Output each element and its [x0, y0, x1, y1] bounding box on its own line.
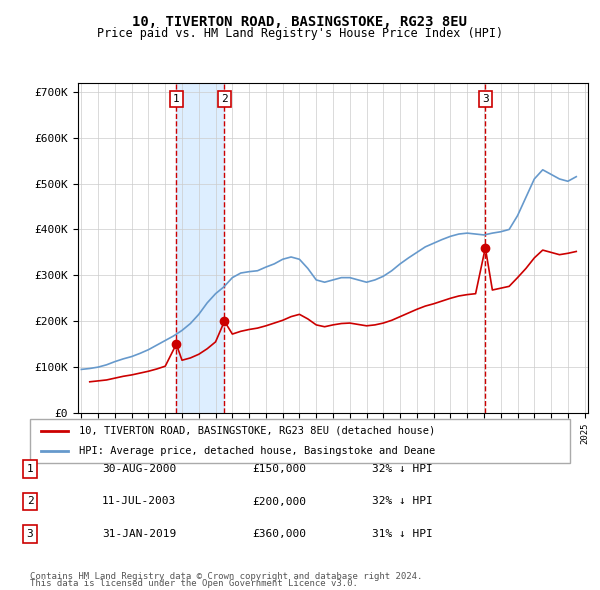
Text: This data is licensed under the Open Government Licence v3.0.: This data is licensed under the Open Gov… [30, 579, 358, 588]
Text: 31-JAN-2019: 31-JAN-2019 [102, 529, 176, 539]
Text: 1: 1 [26, 464, 34, 474]
Text: 31% ↓ HPI: 31% ↓ HPI [372, 529, 433, 539]
Text: 32% ↓ HPI: 32% ↓ HPI [372, 497, 433, 506]
Text: £200,000: £200,000 [252, 497, 306, 506]
Text: Price paid vs. HM Land Registry's House Price Index (HPI): Price paid vs. HM Land Registry's House … [97, 27, 503, 40]
Text: HPI: Average price, detached house, Basingstoke and Deane: HPI: Average price, detached house, Basi… [79, 446, 435, 456]
Text: 30-AUG-2000: 30-AUG-2000 [102, 464, 176, 474]
Text: £150,000: £150,000 [252, 464, 306, 474]
Text: 32% ↓ HPI: 32% ↓ HPI [372, 464, 433, 474]
Text: 3: 3 [482, 94, 489, 104]
Text: £360,000: £360,000 [252, 529, 306, 539]
Bar [176, 83, 224, 413]
Text: 2: 2 [26, 497, 34, 506]
Text: 3: 3 [26, 529, 34, 539]
Text: 10, TIVERTON ROAD, BASINGSTOKE, RG23 8EU: 10, TIVERTON ROAD, BASINGSTOKE, RG23 8EU [133, 15, 467, 29]
Text: 2: 2 [221, 94, 228, 104]
Text: 10, TIVERTON ROAD, BASINGSTOKE, RG23 8EU (detached house): 10, TIVERTON ROAD, BASINGSTOKE, RG23 8EU… [79, 426, 435, 436]
Text: 1: 1 [173, 94, 179, 104]
Text: Contains HM Land Registry data © Crown copyright and database right 2024.: Contains HM Land Registry data © Crown c… [30, 572, 422, 581]
Text: 11-JUL-2003: 11-JUL-2003 [102, 497, 176, 506]
FancyBboxPatch shape [30, 419, 570, 463]
